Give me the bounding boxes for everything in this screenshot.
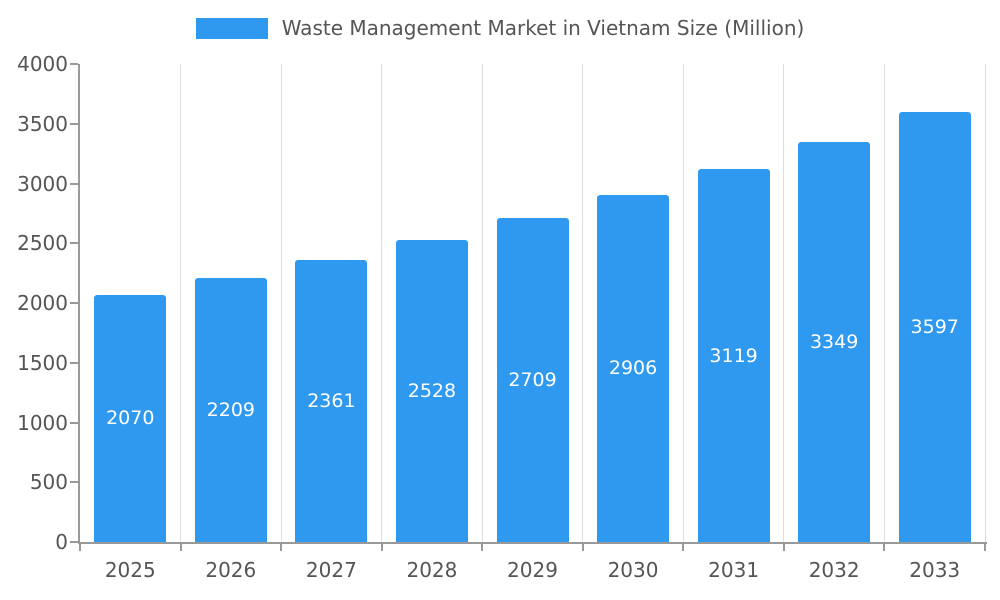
gridline	[481, 64, 483, 542]
x-tick-mark	[380, 544, 383, 551]
y-tick-label: 2000	[17, 291, 68, 315]
gridline	[381, 64, 383, 542]
x-tick-label: 2025	[104, 558, 156, 582]
legend-swatch	[195, 17, 268, 39]
bar-value-label: 2528	[407, 379, 457, 402]
y-tick-label: 4000	[17, 52, 68, 76]
bar-value-label: 2361	[307, 389, 356, 412]
y-tick-label: 1000	[17, 410, 68, 435]
gridline	[783, 64, 785, 542]
y-tick-label: 2500	[17, 231, 68, 256]
chart-legend[interactable]: Waste Management Market in Vietnam Size …	[0, 16, 1000, 40]
y-tick-mark	[70, 182, 78, 185]
bar[interactable]: 2361	[295, 259, 368, 542]
bar[interactable]: 2070	[94, 294, 167, 542]
bar[interactable]: 2709	[496, 218, 569, 542]
x-tick-mark	[682, 544, 685, 551]
bar-value-label: 2709	[508, 369, 557, 392]
y-axis-line	[78, 64, 80, 544]
bar[interactable]: 2906	[597, 194, 670, 542]
x-tick-mark	[883, 544, 886, 551]
x-tick-mark	[79, 544, 81, 551]
y-tick-mark	[70, 361, 78, 364]
gridline	[280, 64, 282, 542]
bar-value-label: 3119	[709, 344, 758, 367]
x-tick-label: 2026	[205, 558, 257, 582]
gridline	[682, 64, 684, 542]
bar[interactable]: 3349	[798, 141, 871, 542]
chart-title: Waste Management Market in Vietnam Size …	[281, 16, 805, 40]
y-tick-label: 500	[29, 470, 68, 495]
x-tick-mark	[179, 544, 182, 551]
bar[interactable]: 3597	[898, 112, 971, 542]
y-tick-label: 0	[55, 530, 68, 554]
y-tick-label: 1500	[17, 350, 68, 375]
bar[interactable]: 3119	[697, 169, 770, 542]
x-tick-label: 2030	[607, 558, 659, 582]
y-tick-mark	[70, 481, 78, 484]
x-tick-mark	[481, 544, 484, 551]
y-tick-mark	[70, 421, 78, 424]
y-tick-label: 3000	[17, 171, 68, 196]
gridline	[883, 64, 885, 542]
x-axis-line	[78, 542, 987, 544]
x-tick-label: 2028	[406, 558, 458, 582]
gridline	[180, 64, 182, 542]
gridline	[582, 64, 584, 542]
x-tick-label: 2029	[507, 558, 558, 582]
y-tick-label: 3500	[17, 111, 68, 136]
x-tick-label: 2031	[708, 558, 760, 582]
bar-value-label: 3597	[910, 316, 959, 339]
x-tick-label: 2032	[808, 558, 860, 582]
bar[interactable]: 2209	[194, 278, 267, 542]
bar-value-label: 2209	[206, 399, 255, 422]
x-tick-mark	[782, 544, 785, 551]
plot-area: 2070 2209 2361 2528 2709 2906 3119 3349 3597	[80, 64, 986, 542]
bar[interactable]: 2528	[395, 239, 468, 542]
y-tick-mark	[70, 242, 78, 245]
bar-value-label: 3349	[809, 330, 859, 353]
x-tick-label: 2027	[305, 558, 357, 582]
x-tick-mark	[984, 544, 986, 551]
y-tick-mark	[70, 122, 78, 125]
bar-value-label: 2906	[608, 357, 658, 380]
x-tick-label: 2033	[909, 558, 961, 582]
gridline	[984, 64, 986, 542]
x-tick-mark	[280, 544, 283, 551]
y-tick-mark	[70, 63, 78, 65]
y-tick-mark	[70, 541, 78, 543]
bar-value-label: 2070	[106, 407, 155, 430]
x-tick-mark	[581, 544, 584, 551]
y-tick-mark	[70, 302, 78, 304]
